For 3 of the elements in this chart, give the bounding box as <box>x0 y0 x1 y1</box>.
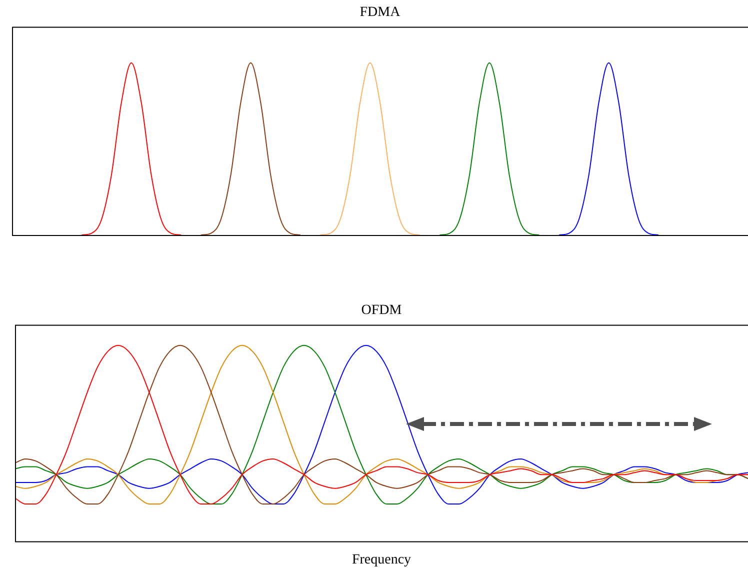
x-axis-title: Frequency <box>352 552 412 568</box>
chart-title: FDMA <box>360 5 402 20</box>
chart-title: OFDM <box>361 303 402 318</box>
